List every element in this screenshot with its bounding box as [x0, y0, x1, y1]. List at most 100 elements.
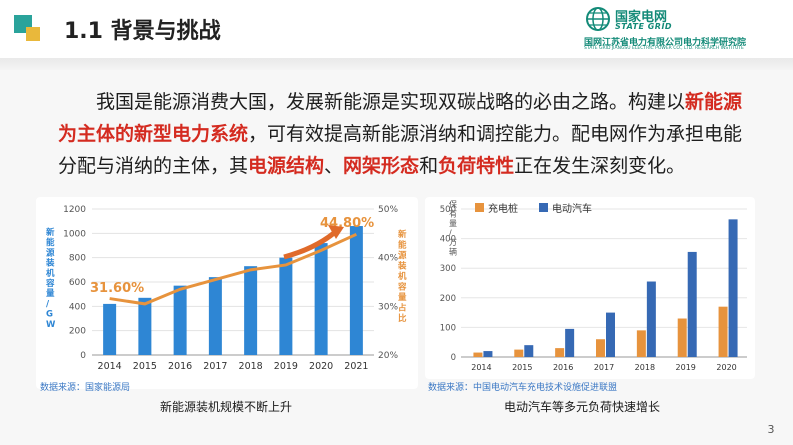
state-grid-globe-icon: [586, 7, 610, 31]
x-tick-label: 2019: [274, 361, 298, 372]
legend-swatch-charger: [475, 203, 484, 212]
axis-label-char: 有: [449, 209, 457, 219]
para-text-1: 我国是能源消费大国，发展新能源是实现双碳战略的必由之路。构建以: [96, 91, 686, 113]
axis-label-char: 装: [45, 258, 55, 269]
x-tick-label: 2017: [203, 361, 227, 372]
bar-ev: [606, 312, 615, 357]
intro-paragraph: 我国是能源消费大国，发展新能源是实现双碳战略的必由之路。构建以新能源为主体的新型…: [58, 86, 758, 182]
axis-label-char: 机: [46, 268, 55, 279]
annotation-end: 44.80%: [320, 216, 374, 231]
bar-charger: [636, 330, 646, 357]
bar-ev: [524, 345, 534, 357]
annotation-start: 31.60%: [90, 281, 144, 296]
axis-label-char: 量: [398, 292, 407, 303]
logo-en: STATE GRID: [615, 22, 673, 31]
y2-tick-label: 40%: [378, 254, 398, 264]
bar-charger: [555, 348, 565, 357]
para-highlight-4: 负荷特性: [438, 155, 515, 177]
capacity-chart: 0 200 400 600 800 1000 1200 20% 30% 40% 50% 2014 201…: [45, 205, 407, 372]
x-tick-label: 2014: [471, 363, 491, 372]
para-text-5: 正在发生深刻变化。: [514, 155, 686, 177]
bar-capacity: [314, 243, 328, 355]
y-tick-label: 400: [69, 302, 86, 312]
x-tick-label: 2014: [98, 361, 122, 372]
y-tick-label: 200: [69, 327, 86, 337]
bar-ev: [565, 328, 575, 357]
axis-label-char: 保: [449, 199, 457, 209]
axis-label-char: /: [449, 229, 452, 238]
y-tick-label: 1000: [63, 229, 86, 239]
header-band: [0, 58, 793, 70]
slide-title: 1.1 背景与挑战: [64, 19, 221, 44]
axis-label-char: 量: [449, 219, 457, 228]
header-bar: [0, 0, 793, 58]
bar-capacity: [138, 297, 152, 355]
axis-label-char: W: [46, 320, 56, 330]
chart2-caption: 电动汽车等多元负荷快速增长: [504, 400, 661, 414]
bar-charger: [596, 339, 605, 357]
x-tick-label: 2019: [676, 363, 696, 372]
y-tick-label: 100: [440, 323, 456, 333]
y-axis-label: 新能源装机容量/G W: [45, 227, 56, 330]
bar-charger: [677, 318, 687, 357]
logo-cn: 国家电网: [615, 10, 668, 25]
axis-label-char: 能: [398, 240, 407, 251]
para-text-4: 和: [419, 155, 439, 177]
y-tick-label: 1200: [63, 205, 86, 215]
ev-chart: 0 100 200 300 400 500 2014 2015 2016 2017 2018 2019…: [440, 199, 747, 372]
axis-label-char: 容: [397, 282, 407, 293]
share-line: [109, 232, 357, 306]
legend-label-charger: 充电桩: [488, 202, 518, 215]
bar-charger: [514, 349, 524, 357]
x-tick-label: 2015: [133, 361, 157, 372]
bar-ev: [646, 281, 656, 357]
bar-capacity: [279, 257, 293, 355]
y-tick-label: 200: [440, 294, 456, 304]
y2-tick-label: 50%: [378, 205, 398, 215]
x-tick-label: 2015: [512, 363, 532, 372]
axis-label-char: 比: [398, 313, 407, 324]
x-tick-label: 2021: [344, 361, 368, 372]
bar-capacity: [208, 277, 222, 355]
bar-capacity: [173, 285, 187, 355]
bar-capacity: [244, 266, 258, 355]
y-tick-label: 0: [80, 351, 86, 361]
bar-ev: [687, 251, 697, 357]
y-tick-label: 400: [440, 235, 456, 245]
y2-axis-label: 新能源装机容量占比: [397, 229, 407, 324]
x-tick-label: 2016: [553, 363, 573, 372]
logo-org: 国网江苏省电力有限公司电力科学研究院: [584, 38, 747, 48]
para-highlight-2: 电源结构: [248, 155, 325, 177]
x-tick-label: 2017: [594, 363, 614, 372]
x-tick-label: 2020: [716, 363, 736, 372]
x-tick-label: 2018: [239, 361, 263, 372]
chart1-caption: 新能源装机规模不断上升: [160, 400, 293, 414]
page-number: 3: [767, 423, 775, 436]
y-tick-label: 0: [451, 353, 456, 363]
y-tick-label: 600: [69, 278, 86, 288]
axis-label-char: 占: [398, 303, 407, 314]
y2-tick-label: 30%: [378, 302, 398, 312]
logo-org-en: STATE GRID JIANGSU ELECTRIC POWER CO., L…: [584, 46, 744, 51]
y-tick-label: 500: [440, 205, 456, 215]
bar-capacity: [103, 303, 117, 355]
legend-label-ev: 电动汽车: [552, 202, 592, 215]
y-tick-label: 300: [440, 264, 456, 274]
bar-ev: [483, 351, 493, 357]
axis-label-char: G: [46, 310, 53, 320]
x-tick-label: 2016: [168, 361, 192, 372]
x-tick-label: 2020: [309, 361, 333, 372]
trend-arrow: [283, 231, 336, 260]
axis-label-char: 源: [46, 247, 55, 258]
legend-swatch-ev: [539, 203, 548, 212]
para-text-3: 、: [324, 155, 344, 177]
axis-label-char: 能: [46, 237, 55, 248]
axis-label-char: /: [46, 299, 50, 309]
axis-label-char: 万: [449, 238, 457, 247]
bar-charger: [718, 306, 728, 357]
axis-label-char: 新: [398, 229, 407, 240]
bar-ev: [728, 219, 738, 357]
para-highlight-1: 新能源为主体的新型电力系统: [58, 91, 743, 145]
axis-label-char: 装: [397, 261, 407, 272]
para-text-2: ，可有效提高新能源消纳和调控能力。配电网作为承担电能分配与消纳的主体，其: [58, 123, 743, 177]
